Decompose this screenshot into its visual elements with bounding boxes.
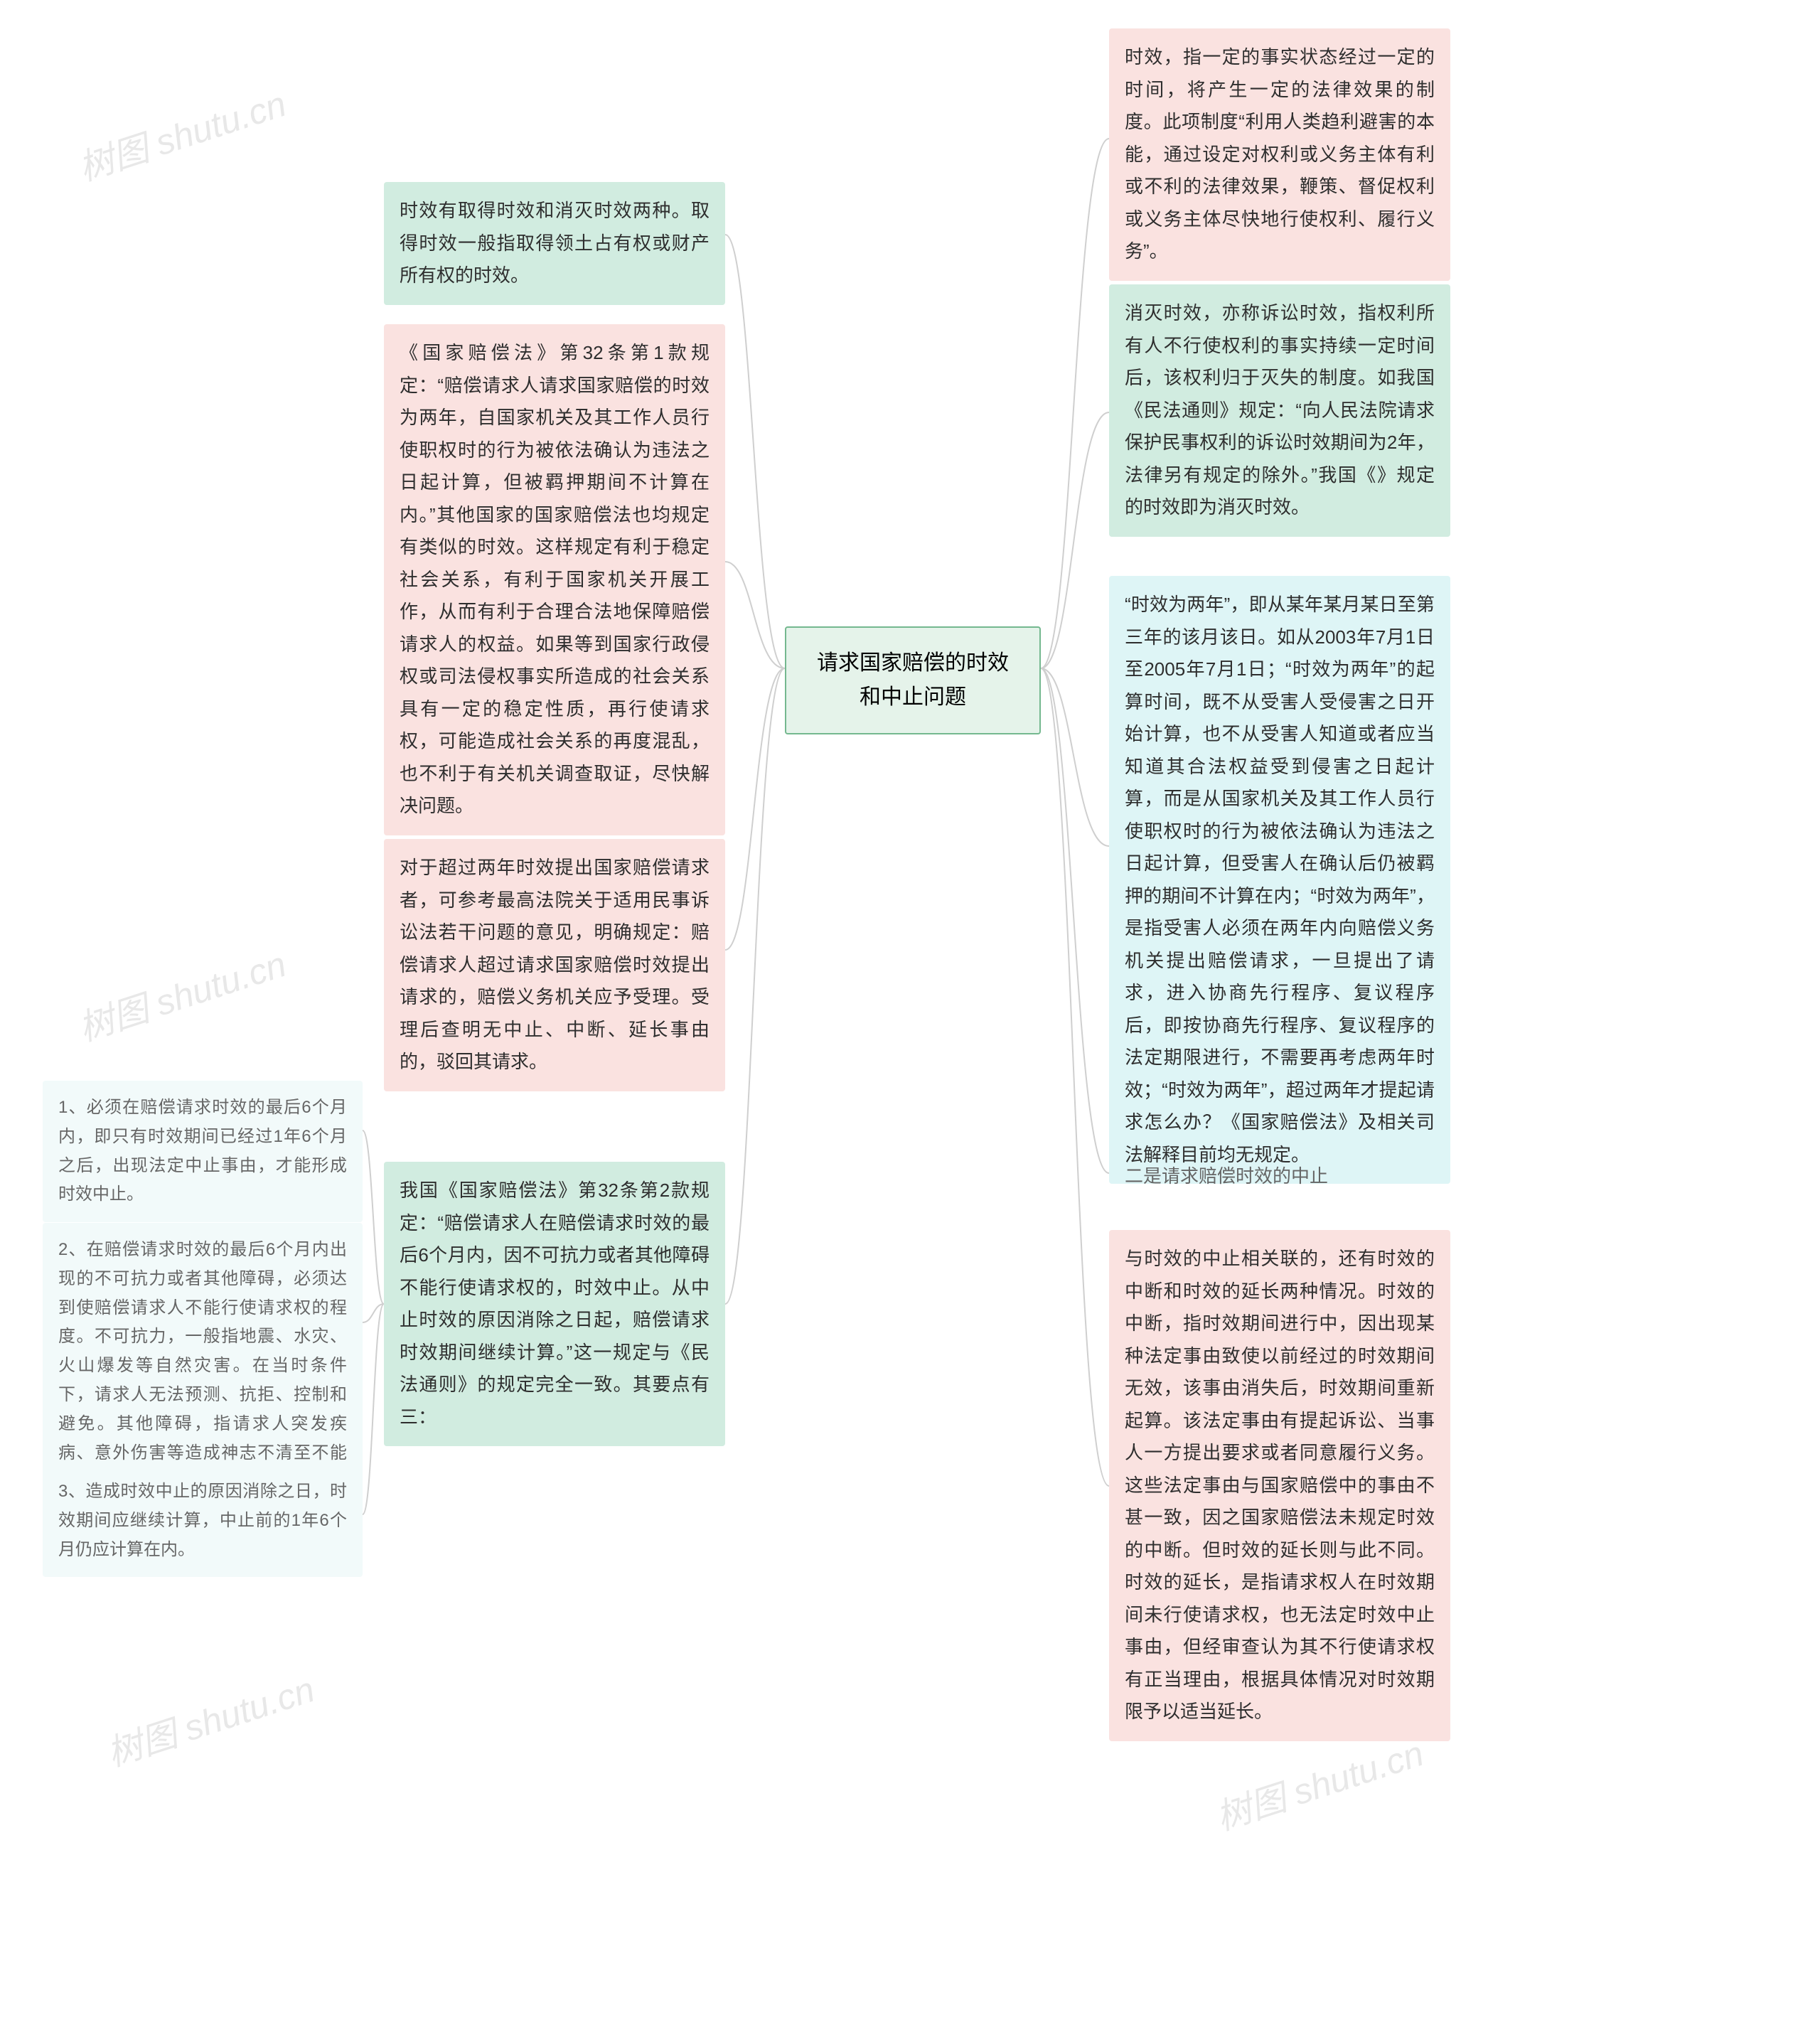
left-node-2[interactable]: 《国家赔偿法》第32条第1款规定：“赔偿请求人请求国家赔偿的时效为两年，自国家机…	[384, 324, 725, 835]
watermark: 树图 shutu.cn	[1209, 1725, 1429, 1840]
right-node-1[interactable]: 时效，指一定的事实状态经过一定的时间，将产生一定的法律效果的制度。此项制度“利用…	[1109, 28, 1450, 281]
center-topic[interactable]: 请求国家赔偿的时效和中止问题	[785, 626, 1041, 734]
right-node-2[interactable]: 消灭时效，亦称诉讼时效，指权利所有人不行使权利的事实持续一定时间后，该权利归于灭…	[1109, 284, 1450, 537]
left-sub-1[interactable]: 1、必须在赔偿请求时效的最后6个月内，即只有时效期间已经过1年6个月之后，出现法…	[43, 1081, 363, 1222]
left-node-1[interactable]: 时效有取得时效和消灭时效两种。取得时效一般指取得领土占有权或财产所有权的时效。	[384, 182, 725, 305]
right-node-4[interactable]: 二是请求赔偿时效的中止	[1109, 1153, 1450, 1200]
watermark: 树图 shutu.cn	[71, 936, 291, 1051]
right-node-5[interactable]: 与时效的中止相关联的，还有时效的中断和时效的延长两种情况。时效的中断，指时效期间…	[1109, 1230, 1450, 1741]
left-node-4[interactable]: 我国《国家赔偿法》第32条第2款规定：“赔偿请求人在赔偿请求时效的最后6个月内，…	[384, 1162, 725, 1446]
watermark: 树图 shutu.cn	[71, 75, 291, 191]
connector-layer	[0, 0, 1820, 2032]
left-node-3[interactable]: 对于超过两年时效提出国家赔偿请求者，可参考最高法院关于适用民事诉讼法若干问题的意…	[384, 839, 725, 1091]
watermark: 树图 shutu.cn	[100, 1661, 320, 1776]
mindmap-canvas: 树图 shutu.cn 树图 shutu.cn 树图 shutu.cn 树图 s…	[0, 0, 1820, 2032]
right-node-3[interactable]: “时效为两年”，即从某年某月某日至第三年的该月该日。如从2003年7月1日至20…	[1109, 576, 1450, 1184]
left-sub-3[interactable]: 3、造成时效中止的原因消除之日，时效期间应继续计算，中止前的1年6个月仍应计算在…	[43, 1465, 363, 1577]
